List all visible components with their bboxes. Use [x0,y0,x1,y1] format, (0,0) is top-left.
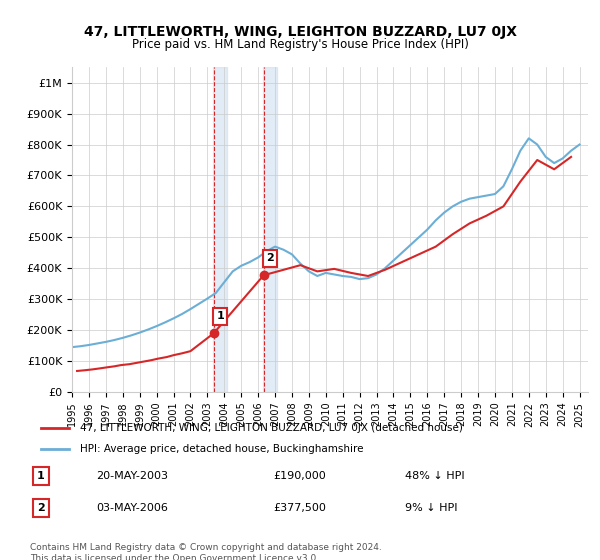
Bar [263,67,277,392]
Text: 2: 2 [37,503,45,514]
Text: 20-MAY-2003: 20-MAY-2003 [96,471,168,481]
Text: 47, LITTLEWORTH, WING, LEIGHTON BUZZARD, LU7 0JX (detached house): 47, LITTLEWORTH, WING, LEIGHTON BUZZARD,… [80,423,463,433]
Text: 03-MAY-2006: 03-MAY-2006 [96,503,168,514]
Text: Contains HM Land Registry data © Crown copyright and database right 2024.
This d: Contains HM Land Registry data © Crown c… [30,543,382,560]
Bar [213,67,227,392]
Text: 47, LITTLEWORTH, WING, LEIGHTON BUZZARD, LU7 0JX: 47, LITTLEWORTH, WING, LEIGHTON BUZZARD,… [83,25,517,39]
Text: £190,000: £190,000 [273,471,326,481]
Text: £377,500: £377,500 [273,503,326,514]
Text: 1: 1 [37,471,45,481]
Text: 48% ↓ HPI: 48% ↓ HPI [406,471,465,481]
Text: 9% ↓ HPI: 9% ↓ HPI [406,503,458,514]
Text: HPI: Average price, detached house, Buckinghamshire: HPI: Average price, detached house, Buck… [80,444,363,454]
Text: 1: 1 [217,311,224,321]
Text: Price paid vs. HM Land Registry's House Price Index (HPI): Price paid vs. HM Land Registry's House … [131,38,469,50]
Text: 2: 2 [266,253,274,263]
